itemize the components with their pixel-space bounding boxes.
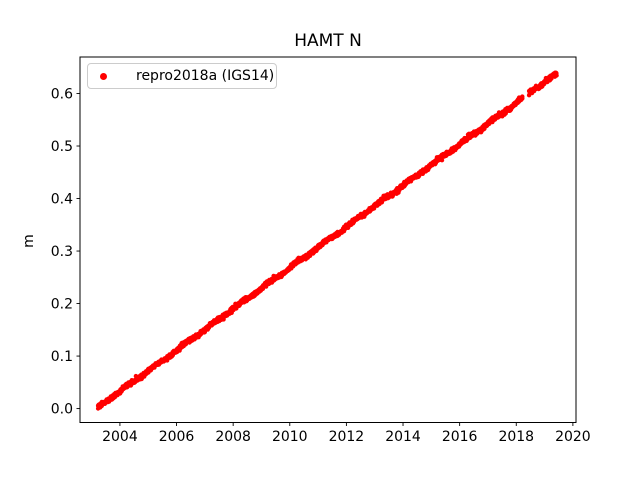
x-tick-label: 2016 [442, 429, 478, 445]
x-tick-label: 2010 [272, 429, 308, 445]
y-tick-label: 0.1 [51, 349, 73, 365]
y-tick-label: 0.2 [51, 297, 73, 313]
x-tick-label: 2014 [385, 429, 421, 445]
legend-entry-label: repro2018a (IGS14) [136, 68, 275, 84]
x-tick-label: 2012 [329, 429, 365, 445]
y-tick-label: 0.5 [51, 139, 73, 155]
x-tick-label: 2020 [555, 429, 591, 445]
scatter-series [95, 70, 559, 411]
y-axis-ticks: 0.0 0.1 0.2 0.3 0.4 0.5 0.6 [51, 86, 80, 418]
x-tick-label: 2006 [159, 429, 195, 445]
y-tick-label: 0.6 [51, 86, 73, 102]
y-axis-label: m [20, 234, 37, 248]
x-tick-label: 2018 [498, 429, 534, 445]
legend-box: repro2018a (IGS14) [87, 63, 277, 89]
y-tick-label: 0.0 [51, 402, 73, 418]
x-tick-label: 2004 [102, 429, 138, 445]
legend-dot-icon [100, 72, 107, 80]
chart-title: HAMT N [294, 31, 362, 51]
x-tick-label: 2008 [215, 429, 251, 445]
x-axis-ticks: 2004 2006 2008 2010 2012 2014 2016 2018 2020 [102, 422, 591, 445]
plot-frame [79, 56, 577, 423]
y-tick-label: 0.4 [51, 192, 73, 208]
y-tick-label: 0.3 [51, 244, 73, 260]
